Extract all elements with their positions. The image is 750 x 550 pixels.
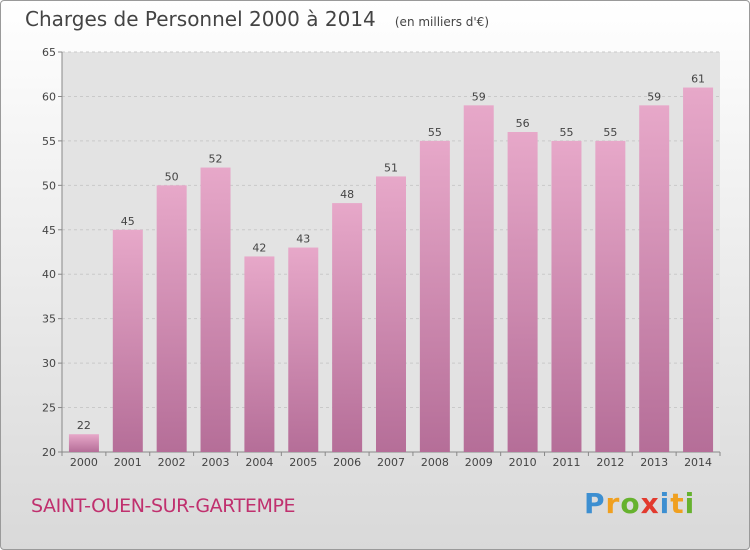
data-label: 43: [296, 233, 310, 246]
x-tick-label: 2006: [333, 456, 361, 469]
x-tick-label: 2004: [245, 456, 273, 469]
bar: [244, 256, 275, 452]
x-tick-label: 2007: [377, 456, 405, 469]
bar: [419, 140, 450, 452]
title-row: Charges de Personnel 2000 à 2014 (en mil…: [25, 7, 489, 31]
bar: [200, 167, 231, 453]
x-tick-label: 2009: [465, 456, 493, 469]
bar: [376, 176, 406, 452]
data-label: 59: [472, 90, 486, 103]
brand-letter: i: [684, 487, 696, 520]
data-label: 55: [559, 126, 573, 139]
data-label: 48: [340, 188, 354, 201]
brand-letter: t: [670, 487, 685, 520]
data-label: 51: [384, 161, 398, 174]
data-label: 61: [691, 73, 705, 86]
y-tick-label: 50: [42, 179, 56, 192]
brand-letter: o: [620, 487, 641, 520]
bar: [595, 140, 626, 452]
x-tick-label: 2012: [596, 456, 624, 469]
x-tick-label: 2011: [552, 456, 580, 469]
brand-letter: r: [605, 487, 621, 520]
x-tick-label: 2010: [509, 456, 537, 469]
y-tick-label: 40: [42, 268, 56, 281]
place-name: SAINT-OUEN-SUR-GARTEMPE: [31, 495, 296, 517]
y-tick-label: 35: [42, 313, 56, 326]
x-tick-label: 2001: [114, 456, 142, 469]
y-tick-label: 20: [42, 446, 56, 459]
data-label: 59: [647, 90, 661, 103]
chart-subtitle: (en milliers d'€): [394, 15, 489, 29]
x-tick-label: 2003: [202, 456, 230, 469]
y-tick-label: 60: [42, 90, 56, 103]
bar: [639, 105, 670, 452]
data-label: 56: [516, 117, 530, 130]
bar: [156, 185, 187, 453]
brand-letter: i: [659, 487, 671, 520]
brand-letter: x: [640, 487, 660, 520]
bar: [683, 87, 714, 453]
chart-title: Charges de Personnel 2000 à 2014: [25, 7, 376, 31]
data-label: 55: [428, 126, 442, 139]
bar: [332, 203, 363, 452]
bar: [463, 105, 494, 452]
data-label: 55: [603, 126, 617, 139]
data-label: 22: [77, 419, 91, 432]
y-tick-label: 25: [42, 402, 56, 415]
brand-logo: Proxiti: [584, 487, 695, 520]
x-tick-label: 2008: [421, 456, 449, 469]
bar: [288, 247, 319, 452]
bar: [112, 229, 143, 452]
x-tick-label: 2013: [640, 456, 668, 469]
x-tick-label: 2000: [70, 456, 98, 469]
x-tick-label: 2002: [158, 456, 186, 469]
data-label: 42: [252, 241, 266, 254]
x-tick-label: 2005: [289, 456, 317, 469]
data-label: 45: [121, 215, 135, 228]
data-label: 52: [209, 153, 223, 166]
bar: [551, 140, 582, 452]
bar: [507, 132, 538, 452]
brand-letter: P: [584, 487, 606, 520]
x-tick-label: 2014: [684, 456, 712, 469]
y-tick-label: 55: [42, 135, 56, 148]
bar: [68, 434, 99, 452]
y-tick-label: 30: [42, 357, 56, 370]
y-tick-label: 65: [42, 46, 56, 59]
data-label: 50: [165, 170, 179, 183]
y-tick-label: 45: [42, 224, 56, 237]
